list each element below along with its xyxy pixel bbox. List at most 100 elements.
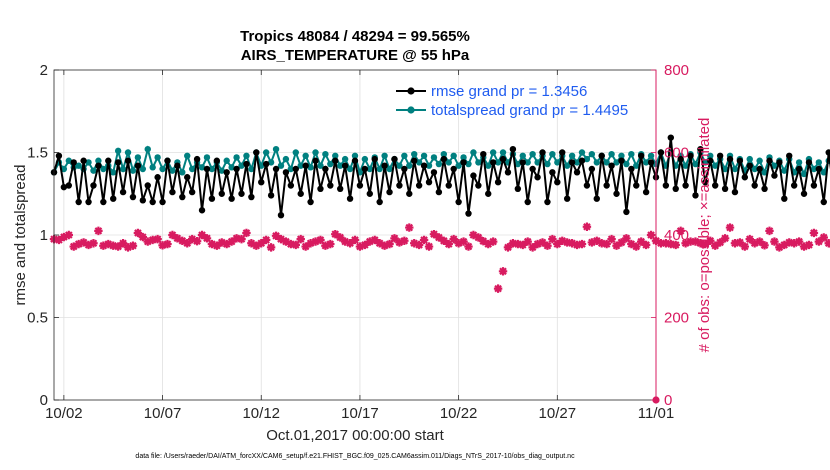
totalspread-point xyxy=(499,149,507,156)
obs-point xyxy=(316,235,325,245)
totalspread-point xyxy=(549,150,556,158)
obs-asterisk xyxy=(237,234,246,244)
rmse-point xyxy=(139,197,147,204)
obs-point xyxy=(577,239,587,249)
obs-asterisk xyxy=(740,242,750,251)
obs-asterisk xyxy=(622,234,631,243)
totalspread-point xyxy=(623,160,630,168)
obs-point xyxy=(622,234,631,243)
obs-point xyxy=(508,239,518,248)
rmse-point xyxy=(741,174,749,181)
obs-asterisk xyxy=(261,235,271,245)
obs-asterisk xyxy=(89,239,98,248)
totalspread-point xyxy=(336,162,344,169)
totalspread-point xyxy=(159,165,166,173)
rmse-point xyxy=(322,165,329,173)
rmse-point xyxy=(420,162,428,169)
rmse-point xyxy=(253,149,260,156)
rmse-point xyxy=(282,169,290,176)
obs-asterisk xyxy=(533,239,542,249)
obs-asterisk xyxy=(212,241,222,250)
obs-asterisk xyxy=(696,239,705,248)
obs-point xyxy=(311,237,320,246)
rmse-point xyxy=(371,155,378,163)
obs-asterisk xyxy=(321,241,330,250)
rmse-point xyxy=(721,185,729,192)
obs-asterisk xyxy=(276,234,286,244)
obs-asterisk xyxy=(587,238,597,247)
rmse-point xyxy=(381,162,388,169)
obs-point xyxy=(814,237,824,246)
obs-point xyxy=(558,236,567,245)
totalspread-point xyxy=(420,152,428,159)
obs-point xyxy=(572,240,582,250)
obs-point xyxy=(355,242,365,251)
rmse-point xyxy=(455,198,462,206)
obs-point xyxy=(148,235,157,245)
rmse-point xyxy=(70,159,77,166)
obs-asterisk xyxy=(84,240,93,250)
obs-asterisk xyxy=(439,236,449,245)
rmse-point xyxy=(800,190,808,197)
obs-asterisk xyxy=(706,236,715,245)
obs-asterisk xyxy=(316,235,325,245)
obs-asterisk xyxy=(340,237,350,246)
totalspread-point xyxy=(440,150,448,158)
totalspread-point xyxy=(554,159,561,166)
obs-point xyxy=(128,241,138,250)
right-axis-label: # of obs: o=possible; ×=assimilated xyxy=(696,118,713,353)
totalspread-point xyxy=(361,155,369,163)
obs-asterisk xyxy=(701,239,710,249)
obs-asterisk xyxy=(789,239,799,248)
obs-point xyxy=(824,239,830,248)
totalspread-point xyxy=(494,159,502,166)
obs-point xyxy=(750,239,759,248)
obs-asterisk xyxy=(163,239,172,249)
obs-point xyxy=(617,238,626,247)
totalspread-point xyxy=(149,164,156,171)
rmse-point xyxy=(588,165,596,173)
totalspread-point xyxy=(386,165,393,173)
totalspread-point xyxy=(707,152,714,159)
totalspread-point xyxy=(633,162,640,169)
totalspread-point xyxy=(642,159,650,166)
obs-asterisk xyxy=(148,235,157,245)
obs-point xyxy=(350,235,360,245)
totalspread-point xyxy=(327,160,334,168)
obs-asterisk xyxy=(429,229,439,239)
obs-point xyxy=(410,239,419,248)
obs-asterisk xyxy=(715,238,725,247)
rmse-point xyxy=(702,179,709,186)
obs-asterisk xyxy=(799,242,809,251)
obs-asterisk xyxy=(99,241,108,250)
totalspread-point xyxy=(430,154,438,161)
rmse-point xyxy=(341,162,349,169)
obs-asterisk xyxy=(636,237,646,246)
obs-asterisk xyxy=(572,240,582,250)
rmse-point xyxy=(672,185,679,192)
totalspread-point xyxy=(129,167,137,174)
rmse-point xyxy=(746,162,753,169)
obs-point xyxy=(187,234,197,244)
obs-asterisk xyxy=(79,238,88,247)
obs-point xyxy=(385,239,394,249)
obs-asterisk xyxy=(138,232,148,242)
legend-marker-totalspread xyxy=(407,106,415,114)
rmse-point xyxy=(593,195,600,202)
rmse-point xyxy=(716,152,724,159)
obs-point xyxy=(252,241,261,250)
rmse-point xyxy=(336,185,344,192)
rmse-point xyxy=(164,157,171,164)
left-tick-label: 1 xyxy=(40,227,48,244)
obs-point xyxy=(202,234,212,243)
legend: rmse grand pr = 1.3456 totalspread grand… xyxy=(396,83,628,119)
obs-asterisk xyxy=(681,239,690,248)
rmse-point xyxy=(391,155,398,163)
totalspread-point xyxy=(341,155,349,163)
rmse-point xyxy=(677,155,684,163)
rmse-point xyxy=(637,152,645,159)
obs-point xyxy=(488,237,498,246)
totalspread-point xyxy=(267,159,275,166)
rmse-point xyxy=(223,169,230,176)
obs-asterisk xyxy=(133,228,143,238)
